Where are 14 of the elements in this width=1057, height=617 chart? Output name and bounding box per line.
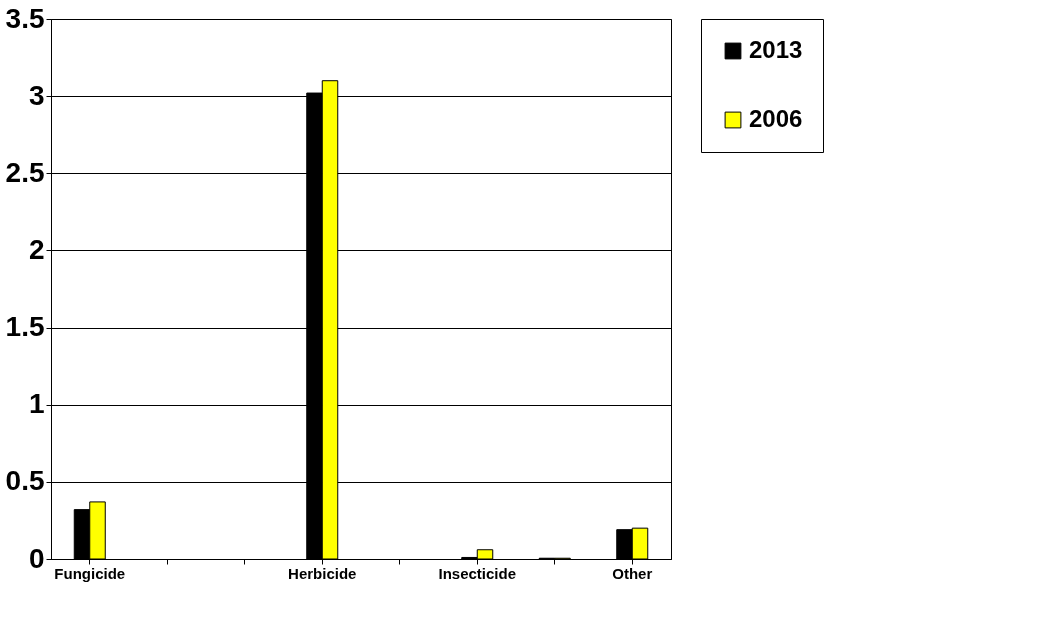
x-tick-label: Other — [612, 564, 653, 582]
y-tick-label: 1 — [28, 388, 45, 420]
y-tick-label: 3.5 — [5, 2, 45, 34]
x-tick-label: Insecticide — [438, 564, 517, 582]
y-tick-label: 2.5 — [5, 156, 45, 188]
y-tick-label: 3 — [28, 79, 45, 111]
x-tick-label: Fungicide — [54, 564, 126, 582]
x-tick-label: Herbicide — [288, 564, 357, 582]
y-tick-label: 1.5 — [5, 311, 45, 343]
y-tick-label: 0.5 — [5, 465, 45, 497]
y-tick-label: 2 — [28, 233, 45, 265]
legend-label: 2013 — [749, 36, 803, 63]
legend-label: 2006 — [749, 105, 803, 132]
y-tick-label: 0 — [28, 542, 45, 574]
